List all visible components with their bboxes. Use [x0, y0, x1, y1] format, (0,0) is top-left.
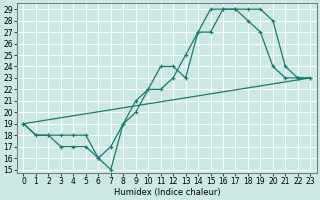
X-axis label: Humidex (Indice chaleur): Humidex (Indice chaleur)	[114, 188, 220, 197]
